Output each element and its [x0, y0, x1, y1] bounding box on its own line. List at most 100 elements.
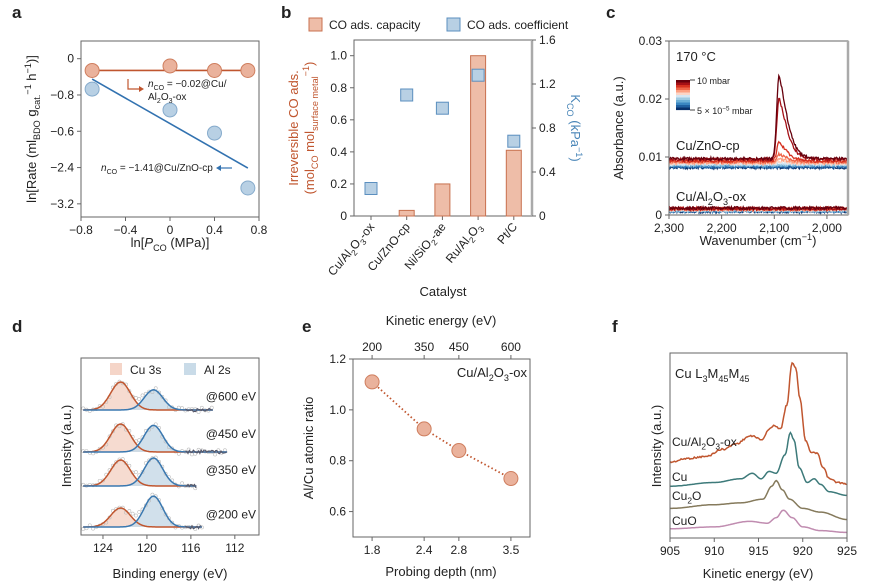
cu-3s-area — [83, 424, 228, 452]
series-label: Cu2O — [672, 489, 701, 506]
y-tick-label: 0.2 — [330, 177, 347, 191]
y-tick-label: 0.8 — [330, 81, 347, 95]
y-tick-label: 0 — [655, 208, 662, 222]
y-axis-label: Absorbance (a.u.) — [611, 76, 626, 179]
x-tick-label: 120 — [137, 541, 157, 555]
y-tick-label: −2.4 — [50, 161, 74, 175]
annotation-cu-al2o3-cont-part: O — [161, 92, 169, 103]
panel-letter-d: d — [12, 317, 22, 336]
y-axis-label-left-line2-part: (mol — [302, 169, 317, 194]
sample-label-cu-al2o3-part: 3 — [723, 197, 728, 207]
coefficient-marker — [435, 101, 449, 115]
legend-label-al-2s: Al 2s — [204, 363, 231, 377]
legend-swatch-coefficient — [446, 17, 461, 32]
transition-label-part: M — [708, 366, 719, 381]
y-axis-label-right-part: K — [568, 94, 583, 103]
annotation-cu-al2o3-cont-part: -ox — [173, 92, 187, 103]
raw-data-point — [81, 527, 86, 531]
y-axis-label-part: )] — [24, 55, 39, 63]
sample-label-part: 2 — [489, 373, 494, 383]
panel-letter-c: c — [606, 3, 615, 22]
raw-data-point — [140, 393, 145, 398]
y-axis-label: Al/Cu atomic ratio — [301, 397, 316, 500]
coefficient-marker — [507, 134, 521, 148]
raw-data-point — [190, 452, 194, 457]
colorbar-stripe — [676, 97, 690, 101]
coefficient-marker — [400, 88, 414, 102]
colorbar-label-min: 5 × 10−5 mbar — [697, 105, 752, 116]
annotation-cu-al2o3-part: n — [148, 79, 154, 90]
sample-label-part: 3 — [504, 373, 509, 383]
x-tick-label: 2,200 — [707, 221, 737, 235]
raw-data-point — [137, 510, 142, 514]
y-tick-label-right: 0.8 — [539, 121, 556, 135]
raw-data-point — [209, 405, 214, 410]
cu-3s-area — [83, 508, 202, 527]
y-axis-label-left-line2-part: mol — [302, 131, 317, 156]
al-2s-area — [83, 458, 197, 486]
colorbar-stripe — [676, 80, 690, 83]
x-tick-label: 910 — [704, 544, 724, 558]
top-tick-label: 450 — [449, 340, 469, 354]
colorbar-label-min-part: −5 — [722, 105, 730, 112]
x-axis-label-part: (MPa)] — [167, 235, 210, 250]
y-axis-label-part: BDO — [32, 120, 42, 140]
spectrum-line — [669, 361, 848, 486]
x-tick-label-part: 2 — [467, 235, 478, 245]
colorbar-stripe — [676, 95, 690, 98]
data-point — [240, 180, 256, 196]
colorbar-label-min-part: mbar — [729, 106, 752, 116]
x-tick-label: −0.4 — [114, 223, 138, 237]
series-label-part: Cu — [672, 489, 687, 503]
x-axis-label-part: P — [144, 235, 153, 250]
x-tick-label: Pt/C — [494, 220, 520, 247]
x-tick-label: 920 — [793, 544, 813, 558]
series-label-part: 2 — [687, 496, 692, 506]
y-axis-label-part: cat. — [32, 95, 42, 110]
top-axis-label: Kinetic energy (eV) — [386, 313, 497, 328]
series-label: CuO — [672, 514, 697, 528]
y-tick-label: −0.8 — [50, 88, 74, 102]
bar — [398, 209, 415, 217]
legend-swatch-cu-3s — [110, 363, 122, 375]
x-tick-label: 0.8 — [251, 223, 268, 237]
spectrum-line — [670, 479, 847, 521]
top-tick-label: 350 — [414, 340, 434, 354]
raw-data-point — [130, 394, 135, 399]
series-label-part: -ox — [720, 435, 737, 449]
legend-label-coefficient: CO ads. coefficient — [467, 18, 569, 32]
x-tick-label: 2,100 — [759, 221, 789, 235]
annotation-cu-al2o3-cont-part: 2 — [157, 98, 161, 105]
x-tick-label: 124 — [93, 541, 113, 555]
spectrum-line — [668, 140, 848, 165]
y-tick-label: −3.2 — [50, 197, 74, 211]
y-tick-label-right: 0 — [539, 209, 546, 223]
arrowhead — [216, 165, 221, 171]
y-axis-label-right-part: (kPa — [568, 117, 583, 148]
panel-d: @600 eV @450 eV @350 eV @200 eV 124 120 116 112… — [59, 357, 260, 581]
data-point — [84, 62, 100, 78]
y-tick-label: 0.4 — [330, 145, 347, 159]
y-axis-label-left-line1: Irreversible CO ads. — [286, 70, 301, 186]
y-axis-label-part: −1 — [23, 63, 33, 73]
x-tick-label-part: 2 — [429, 237, 440, 247]
raw-data-point — [137, 397, 142, 401]
y-axis-label-part: −1 — [23, 84, 33, 94]
spectrum-line — [668, 204, 848, 212]
data-point — [84, 81, 100, 97]
data-point — [503, 471, 519, 487]
colorbar-stripe — [676, 107, 690, 111]
x-axis-label: Kinetic energy (eV) — [703, 566, 814, 581]
y-axis-label-left-line2-part: CO — [310, 155, 320, 169]
al-2s-fit-line — [83, 495, 202, 528]
legend-label-capacity: CO ads. capacity — [329, 18, 420, 32]
sample-label-part: -ox — [509, 365, 528, 380]
raw-data-point — [114, 460, 119, 465]
x-tick-label: 2,300 — [654, 221, 684, 235]
fit-line-1 — [91, 78, 249, 169]
y-tick-label: 0.01 — [639, 150, 663, 164]
noise-tail — [185, 448, 227, 455]
spectrum-line — [668, 73, 849, 163]
panel-letter-e: e — [302, 317, 311, 336]
